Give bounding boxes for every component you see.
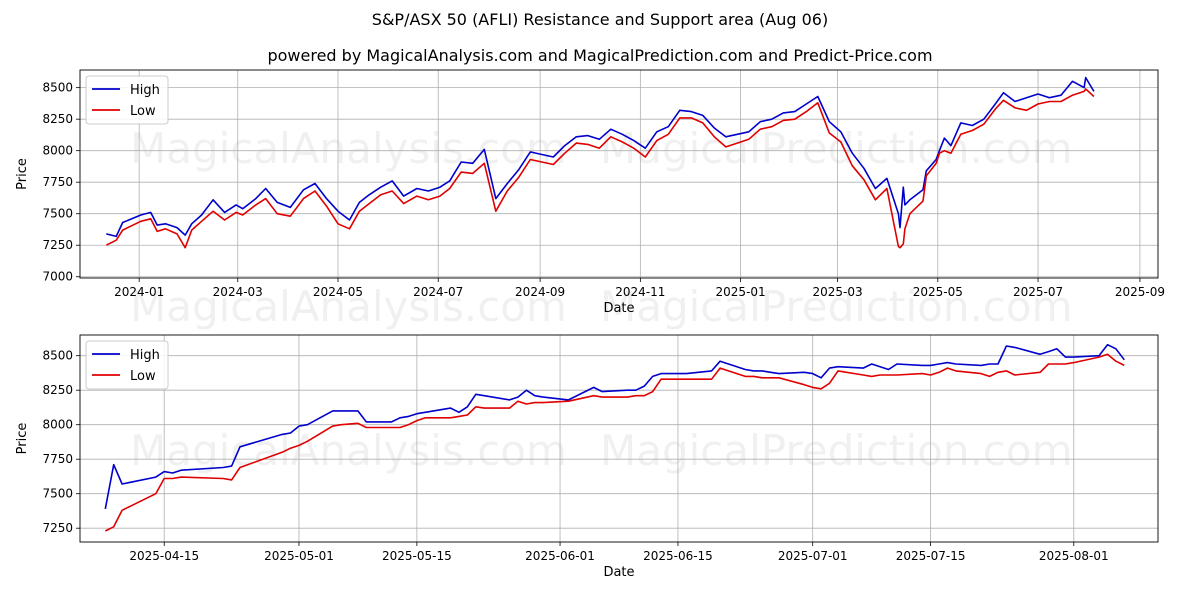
panel2-x-tick-label: 2025-07-15 xyxy=(896,549,966,563)
panel2-x-tick-label: 2025-05-15 xyxy=(382,549,452,563)
panel1-y-tick-label: 7000 xyxy=(42,270,73,284)
panel2-group: 2025-04-15 2025-05-01 2025-05-15 2025-06-01… xyxy=(15,334,1159,580)
panel1-legend-label-high: High xyxy=(130,83,160,98)
panel1-x-tick-label: 2025-07 xyxy=(1013,285,1063,299)
panel1-y-tick-label: 8250 xyxy=(42,112,73,126)
panel2-legend-label-high: High xyxy=(130,348,160,363)
chart-title: S&P/ASX 50 (AFLI) Resistance and Support… xyxy=(371,10,829,29)
panel2-x-tick-label: 2025-07-01 xyxy=(778,549,848,563)
panel1-y-tick-label: 7250 xyxy=(42,238,73,252)
watermark-mid-left: MagicalAnalysis.com xyxy=(130,282,567,331)
panel2-y-axis-label: Price xyxy=(15,423,30,455)
panel1-high-line xyxy=(106,76,1095,238)
panel2-x-tick-label: 2025-06-01 xyxy=(525,549,595,563)
panel1-x-tick-label: 2024-01 xyxy=(114,285,164,299)
panel1-x-tick-label: 2025-01 xyxy=(716,285,766,299)
panel1-y-tick-label: 8000 xyxy=(42,144,73,158)
panel1-x-tick-label: 2024-05 xyxy=(313,285,363,299)
panel2-y-tick-label: 7250 xyxy=(42,521,73,535)
panel2-x-tick-label: 2025-04-15 xyxy=(129,549,199,563)
watermark-top-left: MagicalAnalysis.com xyxy=(130,124,567,173)
panel1-x-tick-label: 2024-07 xyxy=(413,285,463,299)
panel2-low-line xyxy=(104,353,1125,532)
panel2-high-line xyxy=(104,343,1125,510)
panel1-x-tick-label: 2025-09 xyxy=(1115,285,1165,299)
panel2-legend-box xyxy=(85,340,169,390)
watermark-bottom-left: MagicalAnalysis.com xyxy=(130,426,567,475)
chart-subtitle: powered by MagicalAnalysis.com and Magic… xyxy=(267,46,933,65)
panel1-low-line xyxy=(105,88,1095,249)
panel2-y-tick-label: 8000 xyxy=(42,418,73,432)
panel1-y-tick-label: 7750 xyxy=(42,175,73,189)
panel1-x-tick-label: 2024-03 xyxy=(213,285,263,299)
panel2-axes-frame xyxy=(79,334,1159,543)
panel1-axes-frame xyxy=(79,69,1159,279)
panel2-legend-label-low: Low xyxy=(130,369,156,384)
panel1-legend-label-low: Low xyxy=(130,104,156,119)
watermark-mid-right: MagicalPrediction.com xyxy=(600,282,1073,331)
panel2-x-tick-label: 2025-05-01 xyxy=(264,549,334,563)
panel2-x-tick-label: 2025-06-15 xyxy=(643,549,713,563)
watermark-top-right: MagicalPrediction.com xyxy=(600,124,1073,173)
panel1-x-tick-label: 2024-09 xyxy=(515,285,565,299)
panel2-y-tick-label: 8500 xyxy=(42,349,73,363)
watermark-bottom-right: MagicalPrediction.com xyxy=(600,426,1073,475)
panel2-y-tick-label: 7750 xyxy=(42,452,73,466)
panel1-x-tick-label: 2025-03 xyxy=(812,285,862,299)
panel1-x-tick-label: 2025-05 xyxy=(913,285,963,299)
panel2-x-tick-label: 2025-08-01 xyxy=(1039,549,1109,563)
panel2-x-axis-label: Date xyxy=(603,565,634,580)
panel1-group: 2024-01 2024-03 2024-05 2024-07 2024-09 2024-… xyxy=(15,69,1165,316)
panel1-x-tick-label: 2024-11 xyxy=(615,285,665,299)
panel2-y-tick-label: 8250 xyxy=(42,383,73,397)
panel1-x-axis-label: Date xyxy=(603,301,634,316)
panel1-legend-box xyxy=(85,75,169,125)
panel1-y-axis-label: Price xyxy=(15,158,30,190)
panel1-y-tick-label: 8500 xyxy=(42,81,73,95)
panel1-y-tick-label: 7500 xyxy=(42,207,73,221)
panel2-y-tick-label: 7500 xyxy=(42,487,73,501)
